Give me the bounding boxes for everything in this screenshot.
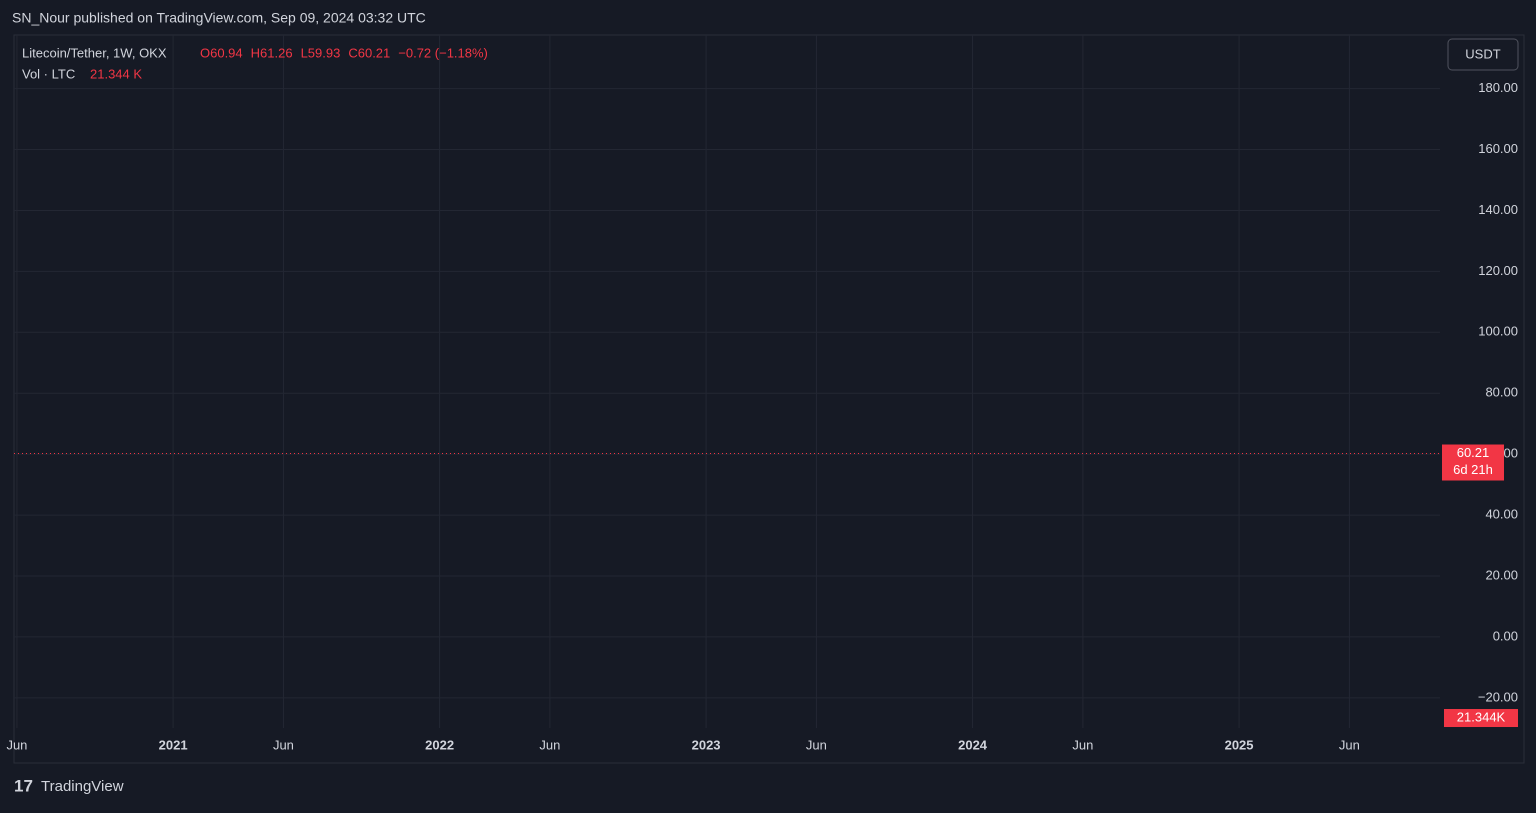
overlay: 60.21 6d 21h 21.344K <box>14 444 1518 728</box>
last-volume: 21.344K <box>1457 709 1506 724</box>
x-tick-label: 2021 <box>159 737 188 752</box>
grid: −20.000.0020.0040.0060.0080.00100.00120.… <box>6 35 1518 752</box>
ohlc-legend: O60.94 H61.26 L59.93 C60.21 −0.72 (−1.18%) <box>200 45 488 60</box>
y-tick-label: 160.00 <box>1478 141 1518 156</box>
publisher: SN_Nour published on TradingView.com, Se… <box>12 10 426 26</box>
x-tick-label: 2022 <box>425 737 454 752</box>
x-tick-label: Jun <box>1339 737 1360 752</box>
ohlc-item: H61.26 <box>251 45 293 60</box>
symbol: Litecoin/Tether, 1W, OKX <box>22 45 167 60</box>
currency-button[interactable] <box>1447 38 1519 71</box>
y-tick-label: 40.00 <box>1485 507 1518 522</box>
chart-frame <box>13 34 1525 764</box>
y-tick-label: −20.00 <box>1478 689 1518 704</box>
x-tick-label: Jun <box>273 737 294 752</box>
price-badge <box>1442 444 1504 481</box>
ohlc-item: O60.94 <box>200 45 243 60</box>
x-tick-label: 2024 <box>958 737 988 752</box>
countdown: 6d 21h <box>1453 462 1493 477</box>
x-tick-label: Jun <box>806 737 827 752</box>
y-tick-label: 0.00 <box>1493 628 1518 643</box>
x-tick-label: Jun <box>1072 737 1093 752</box>
x-tick-label: Jun <box>539 737 560 752</box>
x-tick-label: Jun <box>6 737 27 752</box>
ohlc-item: L59.93 <box>301 45 341 60</box>
logo-mark: 17 <box>14 776 33 795</box>
y-tick-label: 140.00 <box>1478 202 1518 217</box>
y-tick-label: 180.00 <box>1478 80 1518 95</box>
x-tick-label: 2025 <box>1225 737 1254 752</box>
vol-value: 21.344 K <box>90 66 142 81</box>
y-tick-label: 120.00 <box>1478 263 1518 278</box>
currency[interactable]: USDT <box>1465 46 1500 61</box>
y-tick-label: 80.00 <box>1485 385 1518 400</box>
brand: TradingView <box>41 778 124 795</box>
y-tick-label: 100.00 <box>1478 324 1518 339</box>
logo: 17 TradingView <box>14 776 124 795</box>
volume-badge <box>1444 709 1518 728</box>
last-price: 60.21 <box>1457 445 1490 460</box>
x-tick-label: 2023 <box>692 737 721 752</box>
y-tick-label: 20.00 <box>1485 567 1518 582</box>
ohlc-item: C60.21 <box>348 45 390 60</box>
vol-title: Vol · LTC <box>22 66 75 81</box>
ohlc-item: −0.72 (−1.18%) <box>398 45 488 60</box>
